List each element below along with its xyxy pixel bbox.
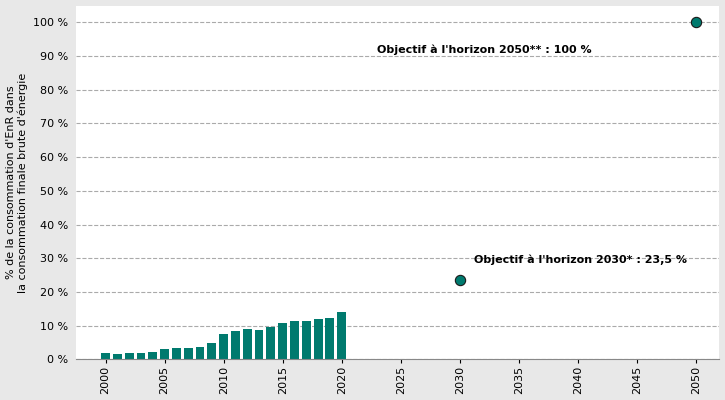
- Bar: [184, 348, 193, 359]
- Bar: [113, 354, 122, 359]
- Bar: [196, 348, 204, 359]
- Bar: [231, 331, 240, 359]
- Bar: [136, 353, 146, 359]
- Bar: [266, 327, 276, 359]
- Point: [454, 277, 465, 283]
- Bar: [326, 318, 334, 359]
- Bar: [219, 334, 228, 359]
- Bar: [302, 320, 311, 359]
- Bar: [207, 343, 216, 359]
- Text: Objectif à l'horizon 2050** : 100 %: Objectif à l'horizon 2050** : 100 %: [377, 44, 592, 54]
- Y-axis label: % de la consommation d'EnR dans
la consommation finale brute d'énergie: % de la consommation d'EnR dans la conso…: [6, 72, 28, 292]
- Bar: [337, 312, 346, 359]
- Bar: [314, 319, 323, 359]
- Bar: [290, 321, 299, 359]
- Bar: [278, 323, 287, 359]
- Point: [690, 19, 702, 26]
- Bar: [243, 329, 252, 359]
- Bar: [125, 353, 133, 359]
- Bar: [149, 352, 157, 359]
- Text: Objectif à l'horizon 2030* : 23,5 %: Objectif à l'horizon 2030* : 23,5 %: [474, 255, 687, 265]
- Bar: [172, 348, 181, 359]
- Bar: [254, 330, 263, 359]
- Bar: [102, 353, 110, 359]
- Bar: [160, 350, 169, 359]
